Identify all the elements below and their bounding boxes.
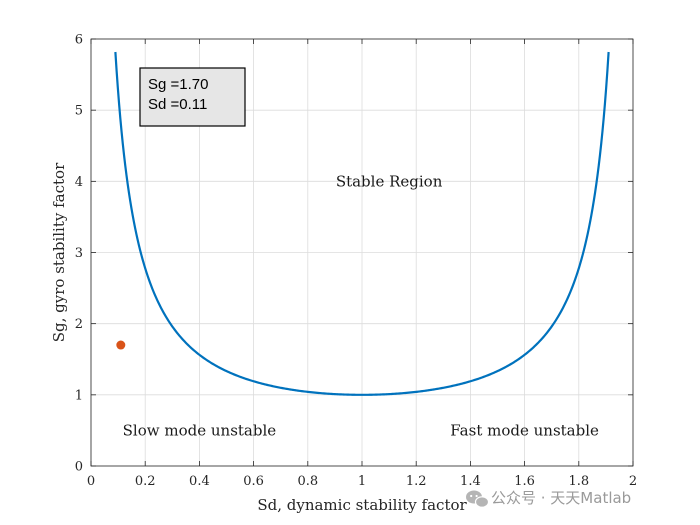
x-tick-label: 1.6	[514, 474, 535, 489]
x-tick-label: 0.8	[297, 474, 318, 489]
x-axis-label: Sd, dynamic stability factor	[257, 496, 467, 514]
y-axis-label: Sg, gyro stability factor	[50, 162, 68, 342]
annotation-fast-mode-unstable: Fast mode unstable	[450, 421, 599, 439]
textbox-background	[139, 67, 246, 127]
curve-layer	[114, 51, 610, 396]
y-tick-label: 5	[75, 104, 83, 119]
y-tick-label: 2	[75, 317, 83, 332]
stability-boundary-line	[114, 51, 610, 396]
y-tick-labels: 0 1 2 3 4 5 6	[75, 33, 83, 475]
textbox-sg-value: Sg =1.70	[148, 76, 208, 93]
x-tick-label: 1.8	[568, 474, 589, 489]
current-state-point	[116, 340, 126, 350]
tick-layer	[90, 38, 634, 467]
watermark: 公众号 · 天天Matlab	[466, 489, 631, 508]
textbox: Sg =1.70 Sd =0.11	[139, 67, 246, 127]
x-tick-label: 1.2	[406, 474, 427, 489]
x-tick-label: 1.4	[460, 474, 481, 489]
textbox-sd-value: Sd =0.11	[148, 96, 207, 113]
x-tick-label: 0.2	[135, 474, 156, 489]
y-tick-label: 3	[75, 246, 83, 261]
y-tick-label: 1	[75, 388, 83, 403]
wechat-icon	[466, 490, 490, 508]
y-tick-label: 4	[75, 175, 83, 190]
y-tick-label: 6	[75, 33, 83, 48]
x-tick-label: 2	[629, 474, 637, 489]
x-tick-labels: 0 0.2 0.4 0.6 0.8 1 1.2 1.4 1.6 1.8 2	[87, 474, 637, 489]
x-tick-label: 0	[87, 474, 95, 489]
annotation-stable-region: Stable Region	[336, 172, 443, 190]
y-tick-label: 0	[75, 460, 83, 475]
annotation-slow-mode-unstable: Slow mode unstable	[123, 421, 277, 439]
watermark-text: 公众号 · 天天Matlab	[491, 489, 631, 507]
x-tick-label: 0.6	[243, 474, 264, 489]
x-tick-label: 0.4	[189, 474, 210, 489]
x-tick-label: 1	[358, 474, 366, 489]
